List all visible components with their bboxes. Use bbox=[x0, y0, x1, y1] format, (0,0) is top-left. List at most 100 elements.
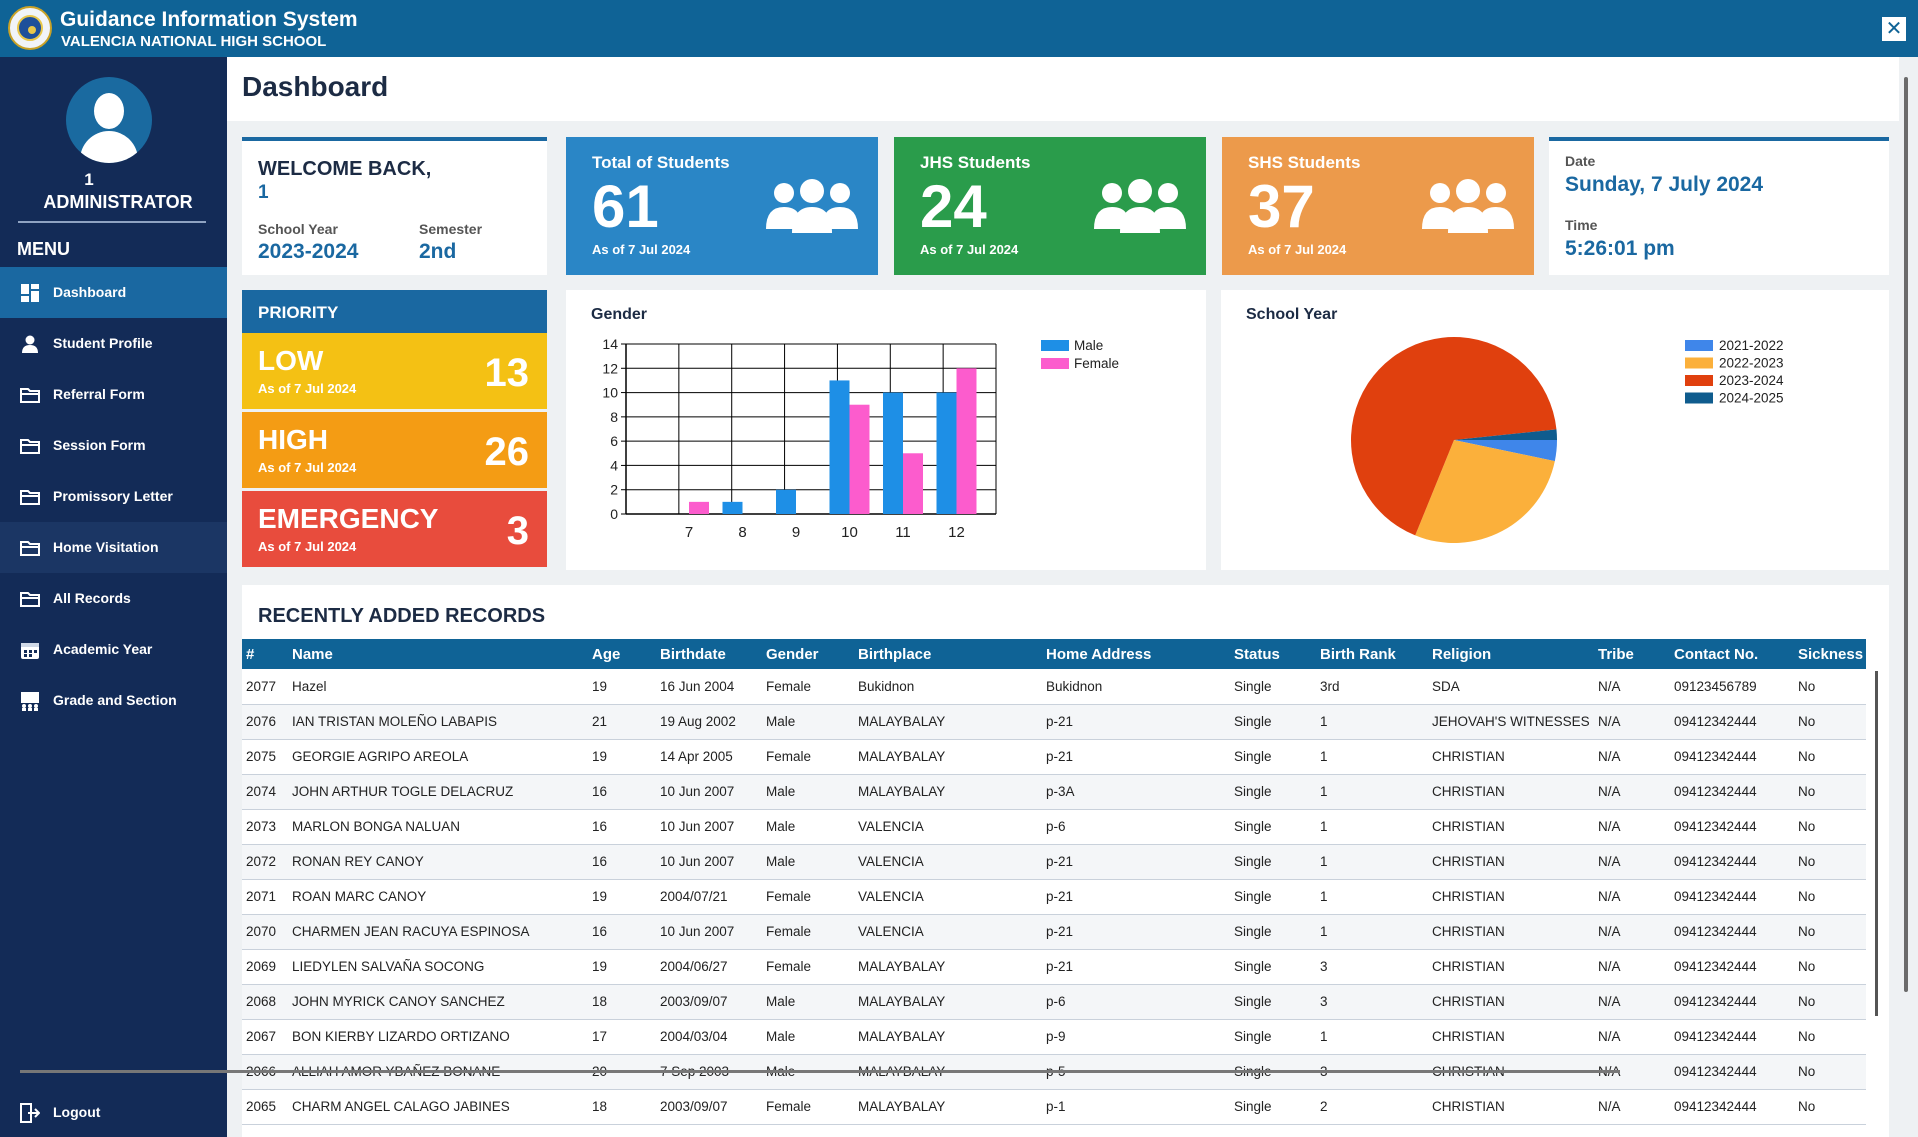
sidebar-item-promissory-letter[interactable]: Promissory Letter bbox=[0, 471, 227, 522]
sidebar-item-session-form[interactable]: Session Form bbox=[0, 420, 227, 471]
table-cell: Female bbox=[762, 1089, 854, 1125]
table-cell: Single bbox=[1230, 809, 1316, 845]
column-header[interactable]: Religion bbox=[1428, 639, 1594, 669]
table-cell: No bbox=[1794, 1089, 1866, 1125]
table-cell: 1 bbox=[1316, 1019, 1428, 1055]
legend-swatch bbox=[1041, 340, 1069, 351]
table-cell: 09412342444 bbox=[1670, 949, 1794, 985]
close-button[interactable]: ✕ bbox=[1882, 17, 1906, 41]
table-cell: 16 bbox=[588, 844, 656, 880]
table-cell: N/A bbox=[1594, 704, 1670, 740]
logout-button[interactable]: Logout bbox=[0, 1087, 227, 1137]
table-row[interactable]: 2070 CHARMEN JEAN RACUYA ESPINOSA 16 10 Jun… bbox=[242, 914, 1866, 950]
table-cell: No bbox=[1794, 984, 1866, 1020]
column-header[interactable]: Status bbox=[1230, 639, 1316, 669]
sidebar-item-grade-and-section[interactable]: Grade and Section bbox=[0, 675, 227, 726]
x-tick-label: 10 bbox=[841, 524, 858, 541]
priority-label: LOW bbox=[258, 345, 324, 376]
folder-icon bbox=[20, 439, 40, 454]
sidebar-item-referral-form[interactable]: Referral Form bbox=[0, 369, 227, 420]
stat-asof: As of 7 Jul 2024 bbox=[1248, 242, 1347, 257]
table-row[interactable]: 2076 IAN TRISTAN MOLEÑO LABAPIS 21 19 Aug 2… bbox=[242, 704, 1866, 740]
table-cell: MALAYBALAY bbox=[854, 704, 1042, 740]
table-cell: 19 bbox=[588, 669, 656, 705]
table-row[interactable]: 2069 LIEDYLEN SALVAÑA SOCONG 19 2004/06/27 F… bbox=[242, 949, 1866, 985]
table-cell: 19 Aug 2002 bbox=[656, 704, 762, 740]
table-cell: 09412342444 bbox=[1670, 739, 1794, 775]
table-row[interactable]: 2077 Hazel 19 16 Jun 2004 Female Bukidnon Buki… bbox=[242, 669, 1866, 705]
table-cell: Male bbox=[762, 844, 854, 880]
table-row[interactable]: 2068 JOHN MYRICK CANOY SANCHEZ 18 2003/09/0… bbox=[242, 984, 1866, 1020]
stat-label: SHS Students bbox=[1248, 153, 1361, 172]
table-cell: Single bbox=[1230, 1019, 1316, 1055]
table-cell: 14 Apr 2005 bbox=[656, 739, 762, 775]
y-tick-label: 0 bbox=[610, 506, 618, 522]
table-cell: N/A bbox=[1594, 669, 1670, 705]
table-cell: VALENCIA bbox=[854, 844, 1042, 880]
table-scrollbar[interactable] bbox=[1875, 671, 1878, 1016]
table-cell: No bbox=[1794, 1054, 1866, 1090]
table-cell: 09412342444 bbox=[1670, 1019, 1794, 1055]
table-cell: VALENCIA bbox=[854, 809, 1042, 845]
table-cell: 09412342444 bbox=[1670, 809, 1794, 845]
table-cell: VALENCIA bbox=[854, 914, 1042, 950]
table-cell: 19 bbox=[588, 739, 656, 775]
column-header[interactable]: Tribe bbox=[1594, 639, 1670, 669]
sidebar-item-student-profile[interactable]: Student Profile bbox=[0, 318, 227, 369]
table-cell: MALAYBALAY bbox=[854, 1019, 1042, 1055]
column-header[interactable]: Birthdate bbox=[656, 639, 762, 669]
sidebar-item-all-records[interactable]: All Records bbox=[0, 573, 227, 624]
table-cell: 2003/09/07 bbox=[656, 984, 762, 1020]
user-icon bbox=[22, 335, 38, 353]
records-table: # Name Age Birthdate Gender Birthplace Home Ad… bbox=[242, 639, 1866, 1125]
column-header[interactable]: Home Address bbox=[1042, 639, 1230, 669]
table-cell: CHRISTIAN bbox=[1428, 949, 1594, 985]
table-cell: 2067 bbox=[242, 1019, 288, 1055]
bar-male bbox=[829, 380, 850, 514]
logout-icon bbox=[20, 1103, 40, 1123]
sidebar-item-label: Home Visitation bbox=[53, 539, 159, 555]
table-cell: MALAYBALAY bbox=[854, 984, 1042, 1020]
table-row[interactable]: 2067 BON KIERBY LIZARDO ORTIZANO 17 2004/03… bbox=[242, 1019, 1866, 1055]
table-cell: Male bbox=[762, 809, 854, 845]
table-cell: No bbox=[1794, 704, 1866, 740]
table-row[interactable]: 2071 ROAN MARC CANOY 19 2004/07/21 Female VAL… bbox=[242, 879, 1866, 915]
table-cell: p-1 bbox=[1042, 1089, 1230, 1125]
table-cell: 2075 bbox=[242, 739, 288, 775]
main-content: Dashboard WELCOME BACK, 1 School Year 20… bbox=[227, 57, 1918, 1137]
table-cell: CHARMEN JEAN RACUYA ESPINOSA bbox=[288, 914, 588, 950]
legend-swatch bbox=[1041, 358, 1069, 369]
table-cell: N/A bbox=[1594, 844, 1670, 880]
table-row[interactable]: 2074 JOHN ARTHUR TOGLE DELACRUZ 16 10 Jun 2… bbox=[242, 774, 1866, 810]
sidebar: 1 ADMINISTRATOR MENU Dashboard Student P… bbox=[0, 57, 227, 1137]
user-role: ADMINISTRATOR bbox=[43, 192, 193, 212]
table-row[interactable]: 2065 CHARM ANGEL CALAGO JABINES 18 2003/09/… bbox=[242, 1089, 1866, 1125]
table-cell: 1 bbox=[1316, 879, 1428, 915]
sidebar-item-home-visitation[interactable]: Home Visitation bbox=[0, 522, 227, 573]
table-row[interactable]: 2075 GEORGIE AGRIPO AREOLA 19 14 Apr 2005 Fe… bbox=[242, 739, 1866, 775]
table-cell: CHARM ANGEL CALAGO JABINES bbox=[288, 1089, 588, 1125]
column-header[interactable]: Sickness bbox=[1794, 639, 1866, 669]
table-cell: Single bbox=[1230, 774, 1316, 810]
column-header[interactable]: Gender bbox=[762, 639, 854, 669]
table-horizontal-scrollbar[interactable] bbox=[20, 1070, 1620, 1073]
sidebar-item-dashboard[interactable]: Dashboard bbox=[0, 267, 227, 318]
column-header[interactable]: Contact No. bbox=[1670, 639, 1794, 669]
sidebar-item-academic-year[interactable]: Academic Year bbox=[0, 624, 227, 675]
table-row[interactable]: 2073 MARLON BONGA NALUAN 16 10 Jun 2007 Male… bbox=[242, 809, 1866, 845]
column-header[interactable]: Birthplace bbox=[854, 639, 1042, 669]
table-cell: N/A bbox=[1594, 739, 1670, 775]
table-header-row: # Name Age Birthdate Gender Birthplace Home Ad… bbox=[242, 639, 1866, 669]
table-row[interactable]: 2072 RONAN REY CANOY 16 10 Jun 2007 Male VALE… bbox=[242, 844, 1866, 880]
users-icon bbox=[1422, 179, 1514, 233]
column-header[interactable]: Birth Rank bbox=[1316, 639, 1428, 669]
table-cell: No bbox=[1794, 844, 1866, 880]
table-cell: 09412342444 bbox=[1670, 914, 1794, 950]
column-header[interactable]: # bbox=[242, 639, 288, 669]
table-cell: 2074 bbox=[242, 774, 288, 810]
table-cell: 10 Jun 2007 bbox=[656, 809, 762, 845]
folder-icon bbox=[20, 592, 40, 607]
column-header[interactable]: Name bbox=[288, 639, 588, 669]
page-scrollbar[interactable] bbox=[1904, 77, 1908, 992]
column-header[interactable]: Age bbox=[588, 639, 656, 669]
